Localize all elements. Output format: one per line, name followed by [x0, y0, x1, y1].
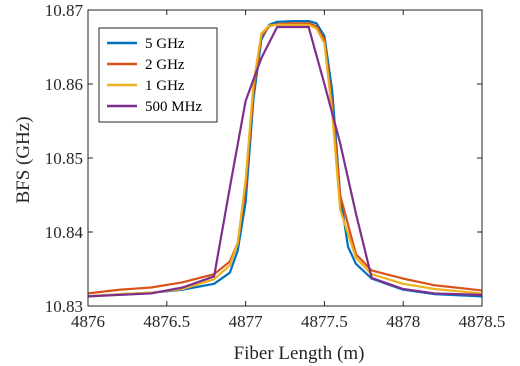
axis-tick-labels: 4876 4876.5 4877 4877.5 4878 4878.5 10.83 10.84…	[45, 1, 506, 331]
x-tick-label: 4876.5	[143, 312, 190, 331]
y-tick-label: 10.85	[45, 149, 83, 168]
y-tick-label: 10.87	[45, 1, 84, 20]
series-line-3	[88, 23, 482, 298]
x-tick-label: 4877.5	[301, 312, 348, 331]
series-line-4	[88, 25, 482, 298]
legend-label: 5 GHz	[145, 36, 185, 52]
x-tick-label: 4878.5	[459, 312, 506, 331]
x-tick-label: 4878	[386, 312, 420, 331]
x-tick-label: 4876	[71, 312, 105, 331]
x-axis-label: Fiber Length (m)	[234, 343, 365, 364]
y-tick-label: 10.84	[45, 223, 84, 242]
series-lines	[88, 20, 482, 298]
x-tick-label: 4877	[229, 312, 264, 331]
series-line-1	[88, 20, 482, 298]
plot-area	[88, 20, 482, 298]
y-tick-label: 10.83	[45, 297, 83, 316]
axis-ticks	[87, 9, 483, 307]
y-tick-label: 10.86	[45, 75, 83, 94]
legend-label: 1 GHz	[145, 78, 185, 94]
legend: 5 GHz 2 GHz 1 GHz 500 MHz	[98, 27, 218, 123]
axis-labels: Fiber Length (m) BFS (GHz)	[13, 116, 364, 364]
legend-label: 500 MHz	[145, 99, 202, 115]
y-axis-label: BFS (GHz)	[13, 116, 34, 203]
legend-label: 2 GHz	[145, 57, 185, 73]
